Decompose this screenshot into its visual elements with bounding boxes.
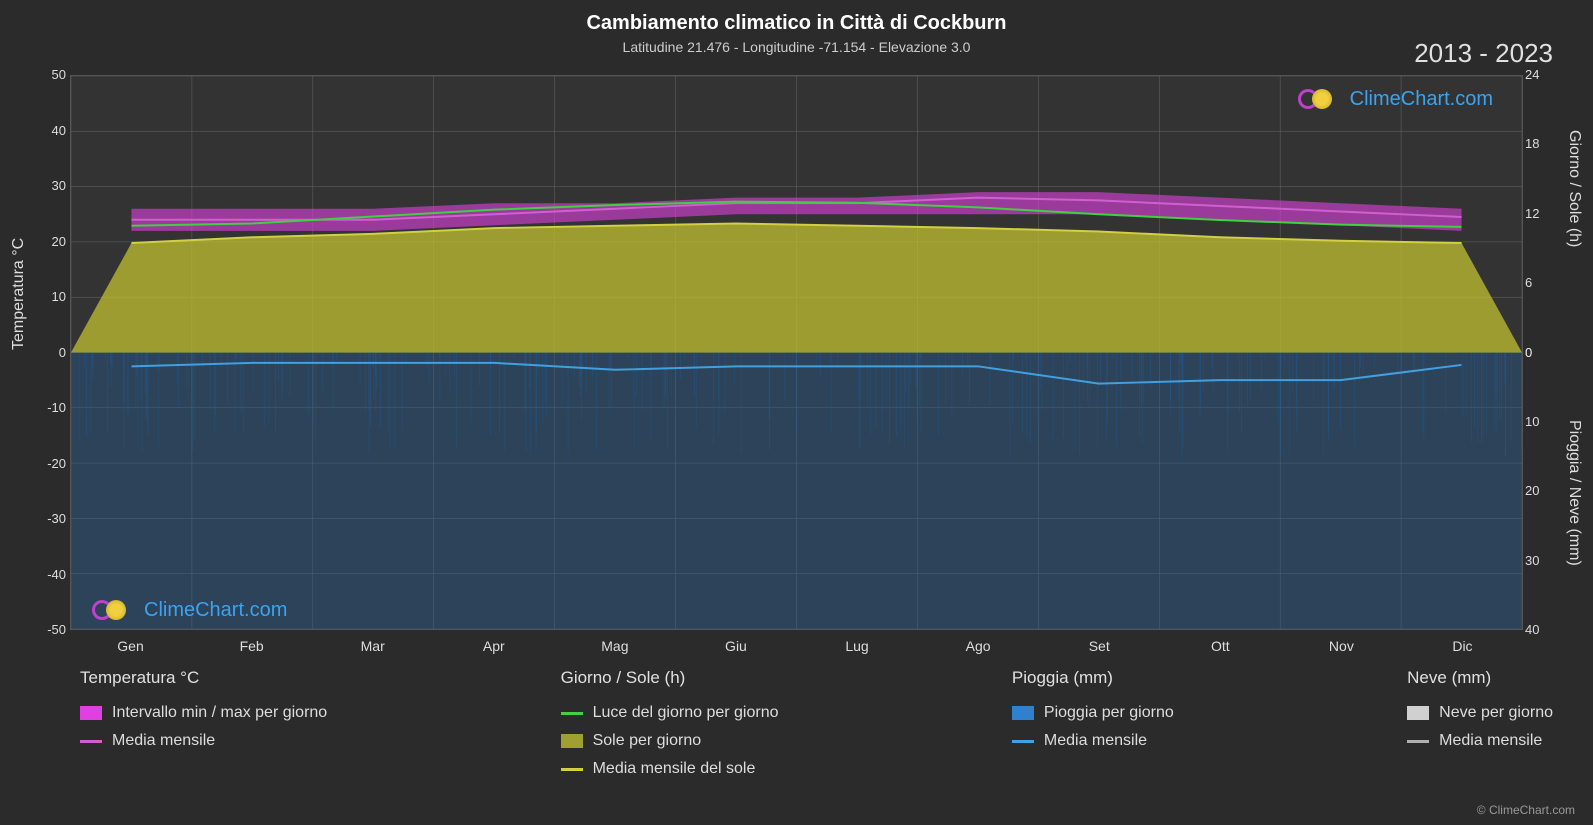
x-tick-month: Feb	[240, 638, 264, 654]
swatch-line-icon	[561, 768, 583, 771]
legend-label: Luce del giorno per giorno	[593, 704, 779, 722]
y-tick-right: 40	[1525, 622, 1553, 637]
x-tick-month: Dic	[1452, 638, 1472, 654]
y-tick-left: 0	[28, 345, 66, 360]
swatch-icon	[80, 706, 102, 720]
y-tick-left: -40	[28, 567, 66, 582]
y-tick-right: 18	[1525, 136, 1553, 151]
plot-area	[70, 75, 1523, 630]
x-tick-month: Apr	[483, 638, 505, 654]
legend-snow-mean: Media mensile	[1407, 732, 1553, 750]
year-range: 2013 - 2023	[1414, 38, 1553, 69]
x-tick-month: Giu	[725, 638, 747, 654]
x-tick-month: Ago	[966, 638, 991, 654]
y-axis-right-top-label: Giorno / Sole (h)	[1565, 130, 1583, 247]
legend-snow-daily: Neve per giorno	[1407, 704, 1553, 722]
legend-temp-column: Temperatura °C Intervallo min / max per …	[80, 668, 327, 778]
x-tick-month: Gen	[117, 638, 143, 654]
y-tick-right: 20	[1525, 483, 1553, 498]
swatch-line-icon	[1407, 740, 1429, 743]
legend-label: Media mensile del sole	[593, 760, 756, 778]
legend-label: Sole per giorno	[593, 732, 702, 750]
x-tick-month: Ott	[1211, 638, 1230, 654]
legend-daylight: Luce del giorno per giorno	[561, 704, 779, 722]
legend-label: Neve per giorno	[1439, 704, 1553, 722]
logo-icon	[92, 596, 136, 624]
climate-chart: Cambiamento climatico in Città di Cockbu…	[0, 0, 1593, 825]
legend-temp-range: Intervallo min / max per giorno	[80, 704, 327, 722]
plot-svg	[71, 76, 1522, 629]
swatch-icon	[561, 734, 583, 748]
y-axis-left-label: Temperatura °C	[10, 238, 28, 350]
legend-sun: Sole per giorno	[561, 732, 779, 750]
watermark-bottom: ClimeChart.com	[92, 596, 287, 624]
x-tick-month: Lug	[845, 638, 868, 654]
y-tick-left: 50	[28, 67, 66, 82]
legend-snow-column: Neve (mm) Neve per giorno Media mensile	[1407, 668, 1553, 778]
legend-temp-header: Temperatura °C	[80, 668, 327, 688]
swatch-icon	[1012, 706, 1034, 720]
legend-label: Media mensile	[1044, 732, 1147, 750]
legend-label: Media mensile	[112, 732, 215, 750]
chart-subtitle: Latitudine 21.476 - Longitudine -71.154 …	[0, 35, 1593, 55]
legend-label: Intervallo min / max per giorno	[112, 704, 327, 722]
swatch-line-icon	[80, 740, 102, 743]
watermark-text: ClimeChart.com	[144, 599, 287, 622]
x-tick-month: Set	[1089, 638, 1110, 654]
y-tick-left: -20	[28, 456, 66, 471]
legend-rain-header: Pioggia (mm)	[1012, 668, 1174, 688]
x-tick-month: Nov	[1329, 638, 1354, 654]
legend-rain-mean: Media mensile	[1012, 732, 1174, 750]
legend-daysun-column: Giorno / Sole (h) Luce del giorno per gi…	[561, 668, 779, 778]
legend-snow-header: Neve (mm)	[1407, 668, 1553, 688]
y-tick-left: 20	[28, 234, 66, 249]
y-tick-right: 0	[1525, 345, 1553, 360]
y-tick-right: 12	[1525, 206, 1553, 221]
y-tick-left: -30	[28, 511, 66, 526]
y-tick-left: 40	[28, 123, 66, 138]
swatch-line-icon	[1012, 740, 1034, 743]
y-tick-left: 10	[28, 289, 66, 304]
y-tick-right: 6	[1525, 275, 1553, 290]
y-tick-right: 10	[1525, 414, 1553, 429]
logo-icon	[1298, 85, 1342, 113]
y-tick-left: -10	[28, 400, 66, 415]
y-tick-left: -50	[28, 622, 66, 637]
legend-sunmean: Media mensile del sole	[561, 760, 779, 778]
y-axis-right-bottom-label: Pioggia / Neve (mm)	[1565, 420, 1583, 566]
legend-label: Pioggia per giorno	[1044, 704, 1174, 722]
chart-title: Cambiamento climatico in Città di Cockbu…	[0, 0, 1593, 35]
legend-rain-daily: Pioggia per giorno	[1012, 704, 1174, 722]
y-tick-right: 30	[1525, 553, 1553, 568]
x-tick-month: Mag	[601, 638, 628, 654]
swatch-icon	[1407, 706, 1429, 720]
legend: Temperatura °C Intervallo min / max per …	[80, 668, 1553, 778]
swatch-line-icon	[561, 712, 583, 715]
legend-rain-column: Pioggia (mm) Pioggia per giorno Media me…	[1012, 668, 1174, 778]
x-tick-month: Mar	[361, 638, 385, 654]
copyright: © ClimeChart.com	[1477, 803, 1575, 817]
legend-temp-mean: Media mensile	[80, 732, 327, 750]
watermark-text: ClimeChart.com	[1350, 88, 1493, 111]
watermark-top: ClimeChart.com	[1298, 85, 1493, 113]
y-tick-left: 30	[28, 178, 66, 193]
legend-label: Media mensile	[1439, 732, 1542, 750]
legend-daysun-header: Giorno / Sole (h)	[561, 668, 779, 688]
y-tick-right: 24	[1525, 67, 1553, 82]
